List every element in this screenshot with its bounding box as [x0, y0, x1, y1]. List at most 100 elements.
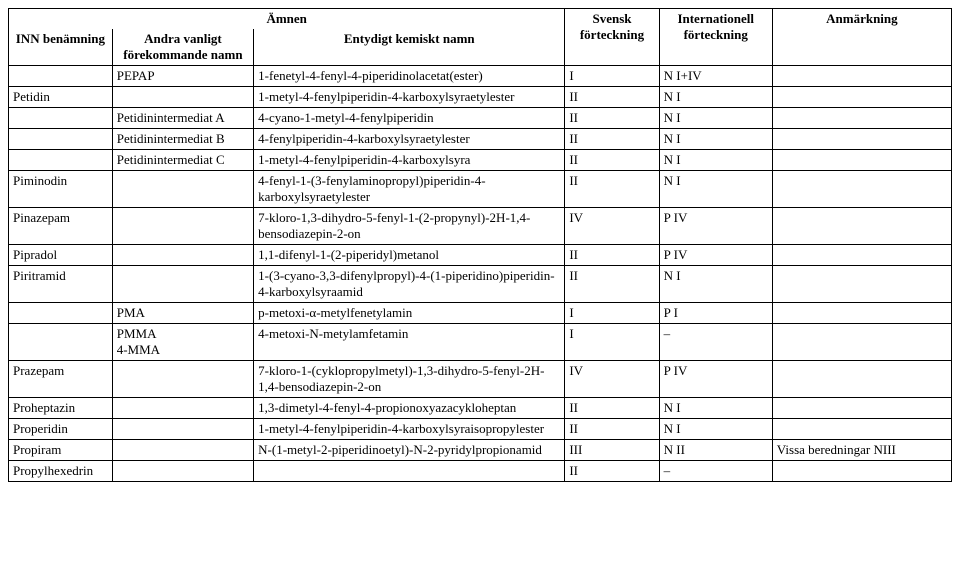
cell-chem: 1,3-dimetyl-4-fenyl-4-propionoxyazacyklo…: [254, 398, 565, 419]
cell-inn: Pipradol: [9, 245, 113, 266]
header-inn: INN benämning: [9, 29, 113, 66]
cell-chem: 1-fenetyl-4-fenyl-4-piperidinolacetat(es…: [254, 66, 565, 87]
cell-anm: [772, 129, 951, 150]
cell-int: P I: [659, 303, 772, 324]
cell-inn: [9, 150, 113, 171]
cell-chem: 4-fenyl-1-(3-fenylaminopropyl)piperidin-…: [254, 171, 565, 208]
cell-inn: [9, 324, 113, 361]
header-other: Andra vanligt förekommande namn: [112, 29, 253, 66]
cell-chem: 4-fenylpiperidin-4-karboxylsyraetylester: [254, 129, 565, 150]
cell-anm: [772, 171, 951, 208]
cell-int: N I: [659, 171, 772, 208]
cell-sv: I: [565, 66, 659, 87]
header-amnen: Ämnen: [9, 9, 565, 30]
table-row: Piritramid 1-(3-cyano-3,3-difenylpropyl)-…: [9, 266, 952, 303]
table-row: Pinazepam7-kloro-1,3-dihydro-5-fenyl-1-(…: [9, 208, 952, 245]
cell-other: [112, 245, 253, 266]
cell-chem: 1-metyl-4-fenylpiperidin-4-karboxylsyrai…: [254, 419, 565, 440]
cell-chem: N-(1-metyl-2-piperidinoetyl)-N-2-pyridyl…: [254, 440, 565, 461]
cell-other: Petidinintermediat C: [112, 150, 253, 171]
cell-anm: [772, 303, 951, 324]
table-row: Propiram N-(1-metyl-2-piperidinoetyl)-N-2…: [9, 440, 952, 461]
cell-other: PMMA4-MMA: [112, 324, 253, 361]
cell-other: [112, 87, 253, 108]
header-chem: Entydigt kemiskt namn: [254, 29, 565, 66]
cell-int: N I+IV: [659, 66, 772, 87]
cell-sv: II: [565, 398, 659, 419]
cell-int: N I: [659, 266, 772, 303]
cell-sv: II: [565, 87, 659, 108]
table-row: Petidinintermediat B4-fenylpiperidin-4-k…: [9, 129, 952, 150]
cell-chem: 1,1-difenyl-1-(2-piperidyl)metanol: [254, 245, 565, 266]
cell-chem: 1-metyl-4-fenylpiperidin-4-karboxylsyrae…: [254, 87, 565, 108]
cell-inn: Propylhexedrin: [9, 461, 113, 482]
cell-int: –: [659, 461, 772, 482]
cell-sv: II: [565, 171, 659, 208]
cell-other: Petidinintermediat A: [112, 108, 253, 129]
cell-chem: 1-(3-cyano-3,3-difenylpropyl)-4-(1-piper…: [254, 266, 565, 303]
cell-anm: [772, 398, 951, 419]
cell-anm: [772, 208, 951, 245]
cell-anm: [772, 66, 951, 87]
cell-int: N I: [659, 108, 772, 129]
cell-int: N I: [659, 150, 772, 171]
cell-other: [112, 398, 253, 419]
cell-chem: 4-cyano-1-metyl-4-fenylpiperidin: [254, 108, 565, 129]
cell-int: N I: [659, 129, 772, 150]
table-row: Pipradol 1,1-difenyl-1-(2-piperidyl)metan…: [9, 245, 952, 266]
cell-other: [112, 266, 253, 303]
cell-other: [112, 171, 253, 208]
cell-inn: [9, 303, 113, 324]
table-row: Proheptazin 1,3-dimetyl-4-fenyl-4-propion…: [9, 398, 952, 419]
cell-inn: [9, 129, 113, 150]
table-row: Petidinintermediat C1-metyl-4-fenylpiper…: [9, 150, 952, 171]
cell-sv: III: [565, 440, 659, 461]
cell-anm: [772, 361, 951, 398]
cell-anm: [772, 108, 951, 129]
table-row: Properidin1-metyl-4-fenylpiperidin-4-kar…: [9, 419, 952, 440]
cell-inn: Proheptazin: [9, 398, 113, 419]
cell-other: PMA: [112, 303, 253, 324]
cell-chem: 1-metyl-4-fenylpiperidin-4-karboxylsyra: [254, 150, 565, 171]
cell-other: [112, 208, 253, 245]
cell-sv: I: [565, 303, 659, 324]
cell-int: N I: [659, 419, 772, 440]
table-row: Petidinintermediat A4-cyano-1-metyl-4-fe…: [9, 108, 952, 129]
cell-sv: II: [565, 266, 659, 303]
cell-sv: I: [565, 324, 659, 361]
cell-int: P IV: [659, 361, 772, 398]
cell-anm: [772, 324, 951, 361]
table-row: Piminodin 4-fenyl-1-(3-fenylaminopropyl)p…: [9, 171, 952, 208]
table-row: Petidin1-metyl-4-fenylpiperidin-4-karbox…: [9, 87, 952, 108]
cell-sv: II: [565, 129, 659, 150]
table-row: PEPAP1-fenetyl-4-fenyl-4-piperidinolacet…: [9, 66, 952, 87]
cell-inn: Prazepam: [9, 361, 113, 398]
table-row: Prazepam7-kloro-1-(cyklopropylmetyl)-1,3…: [9, 361, 952, 398]
cell-inn: [9, 108, 113, 129]
cell-sv: II: [565, 150, 659, 171]
cell-sv: II: [565, 108, 659, 129]
cell-other: [112, 361, 253, 398]
cell-inn: Piminodin: [9, 171, 113, 208]
cell-chem: p-metoxi-α-metylfenetylamin: [254, 303, 565, 324]
cell-inn: Pinazepam: [9, 208, 113, 245]
header-row-1: Ämnen Svensk förteckning Internationell …: [9, 9, 952, 30]
cell-inn: Piritramid: [9, 266, 113, 303]
cell-anm: [772, 266, 951, 303]
table-row: PMAp-metoxi-α-metylfenetylaminIP I: [9, 303, 952, 324]
cell-sv: II: [565, 245, 659, 266]
cell-other: [112, 440, 253, 461]
header-int: Internationell förteckning: [659, 9, 772, 66]
substances-table: Ämnen Svensk förteckning Internationell …: [8, 8, 952, 482]
cell-inn: Propiram: [9, 440, 113, 461]
cell-chem: [254, 461, 565, 482]
cell-inn: [9, 66, 113, 87]
cell-int: N II: [659, 440, 772, 461]
cell-int: P IV: [659, 245, 772, 266]
cell-int: N I: [659, 398, 772, 419]
table-row: PropylhexedrinII–: [9, 461, 952, 482]
cell-other: Petidinintermediat B: [112, 129, 253, 150]
table-body: PEPAP1-fenetyl-4-fenyl-4-piperidinolacet…: [9, 66, 952, 482]
cell-anm: Vissa beredningar NIII: [772, 440, 951, 461]
cell-sv: IV: [565, 361, 659, 398]
